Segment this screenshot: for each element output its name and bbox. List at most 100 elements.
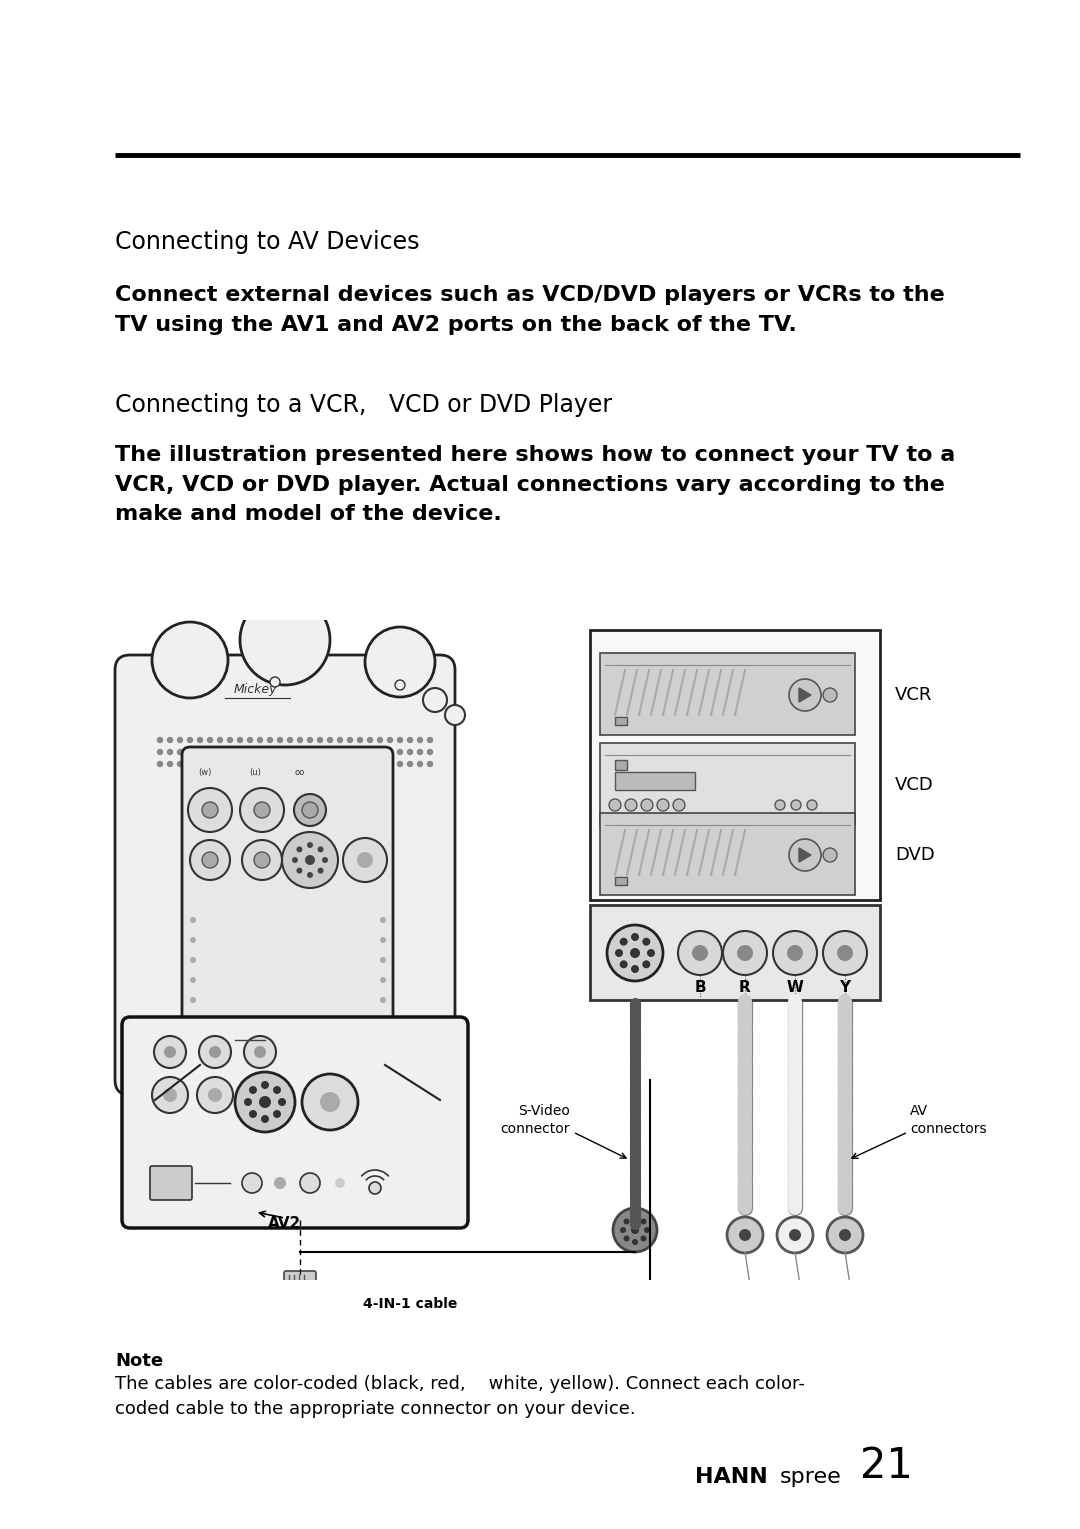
Circle shape bbox=[837, 945, 853, 962]
Circle shape bbox=[337, 749, 342, 754]
Circle shape bbox=[623, 1235, 630, 1242]
Text: oo: oo bbox=[295, 768, 306, 777]
Circle shape bbox=[235, 1072, 295, 1131]
Circle shape bbox=[282, 832, 338, 888]
Circle shape bbox=[727, 1217, 762, 1252]
Circle shape bbox=[257, 749, 262, 754]
Circle shape bbox=[198, 737, 203, 743]
Circle shape bbox=[190, 997, 195, 1003]
Circle shape bbox=[292, 856, 298, 862]
Circle shape bbox=[273, 1086, 281, 1093]
Circle shape bbox=[167, 761, 173, 766]
Text: VCD: VCD bbox=[895, 777, 934, 794]
Circle shape bbox=[254, 1046, 266, 1058]
Circle shape bbox=[259, 1096, 271, 1109]
Circle shape bbox=[268, 749, 272, 754]
Circle shape bbox=[247, 737, 253, 743]
Circle shape bbox=[644, 1226, 650, 1232]
Text: AV2: AV2 bbox=[268, 1216, 301, 1231]
Circle shape bbox=[337, 737, 342, 743]
Text: DVD: DVD bbox=[895, 846, 935, 864]
Circle shape bbox=[631, 933, 639, 940]
Circle shape bbox=[609, 800, 621, 810]
Text: (w): (w) bbox=[199, 768, 212, 777]
Circle shape bbox=[163, 1089, 177, 1102]
Circle shape bbox=[807, 800, 816, 810]
Circle shape bbox=[791, 800, 801, 810]
Circle shape bbox=[190, 937, 195, 943]
Circle shape bbox=[418, 737, 422, 743]
Circle shape bbox=[261, 1081, 269, 1089]
Circle shape bbox=[254, 852, 270, 868]
Circle shape bbox=[190, 839, 230, 881]
Circle shape bbox=[348, 761, 352, 766]
Circle shape bbox=[428, 737, 432, 743]
Circle shape bbox=[307, 842, 313, 849]
Circle shape bbox=[198, 761, 203, 766]
Circle shape bbox=[270, 677, 280, 687]
Circle shape bbox=[207, 761, 213, 766]
Circle shape bbox=[367, 749, 373, 754]
Text: HANN: HANN bbox=[696, 1466, 768, 1488]
Circle shape bbox=[217, 761, 222, 766]
Circle shape bbox=[620, 937, 627, 945]
Circle shape bbox=[300, 1173, 320, 1193]
Circle shape bbox=[789, 839, 821, 872]
Circle shape bbox=[348, 737, 352, 743]
FancyBboxPatch shape bbox=[615, 772, 696, 790]
Circle shape bbox=[378, 761, 382, 766]
Circle shape bbox=[158, 761, 162, 766]
Circle shape bbox=[257, 761, 262, 766]
Circle shape bbox=[775, 800, 785, 810]
Circle shape bbox=[647, 950, 654, 957]
Circle shape bbox=[378, 749, 382, 754]
Circle shape bbox=[397, 761, 403, 766]
Circle shape bbox=[208, 1089, 222, 1102]
Text: B: B bbox=[694, 980, 706, 995]
Circle shape bbox=[367, 737, 373, 743]
Circle shape bbox=[380, 917, 386, 924]
Circle shape bbox=[177, 749, 183, 754]
Circle shape bbox=[423, 688, 447, 713]
Circle shape bbox=[388, 749, 392, 754]
Text: Note: Note bbox=[114, 1352, 163, 1370]
Circle shape bbox=[257, 737, 262, 743]
Circle shape bbox=[789, 679, 821, 711]
Circle shape bbox=[307, 872, 313, 878]
Circle shape bbox=[268, 737, 272, 743]
Circle shape bbox=[244, 1098, 252, 1105]
Circle shape bbox=[228, 761, 232, 766]
Circle shape bbox=[268, 761, 272, 766]
Circle shape bbox=[428, 749, 432, 754]
Circle shape bbox=[247, 761, 253, 766]
FancyBboxPatch shape bbox=[615, 760, 627, 771]
Circle shape bbox=[242, 839, 282, 881]
Circle shape bbox=[249, 1110, 257, 1118]
Circle shape bbox=[607, 925, 663, 982]
Circle shape bbox=[388, 761, 392, 766]
Circle shape bbox=[318, 867, 324, 873]
Circle shape bbox=[397, 749, 403, 754]
Circle shape bbox=[238, 761, 243, 766]
Circle shape bbox=[357, 737, 363, 743]
Circle shape bbox=[254, 803, 270, 818]
FancyBboxPatch shape bbox=[600, 653, 855, 735]
FancyBboxPatch shape bbox=[590, 905, 880, 1000]
Circle shape bbox=[418, 761, 422, 766]
Circle shape bbox=[620, 960, 627, 968]
Text: S-Video
connector: S-Video connector bbox=[500, 1104, 570, 1136]
Circle shape bbox=[240, 787, 284, 832]
Circle shape bbox=[365, 627, 435, 697]
Circle shape bbox=[240, 595, 330, 685]
Circle shape bbox=[320, 1092, 340, 1112]
Circle shape bbox=[631, 1226, 639, 1234]
Circle shape bbox=[632, 1238, 638, 1245]
Circle shape bbox=[297, 749, 302, 754]
Circle shape bbox=[327, 749, 333, 754]
Circle shape bbox=[318, 737, 323, 743]
Circle shape bbox=[217, 737, 222, 743]
Circle shape bbox=[190, 917, 195, 924]
Circle shape bbox=[158, 737, 162, 743]
Circle shape bbox=[315, 1035, 325, 1044]
Circle shape bbox=[357, 749, 363, 754]
